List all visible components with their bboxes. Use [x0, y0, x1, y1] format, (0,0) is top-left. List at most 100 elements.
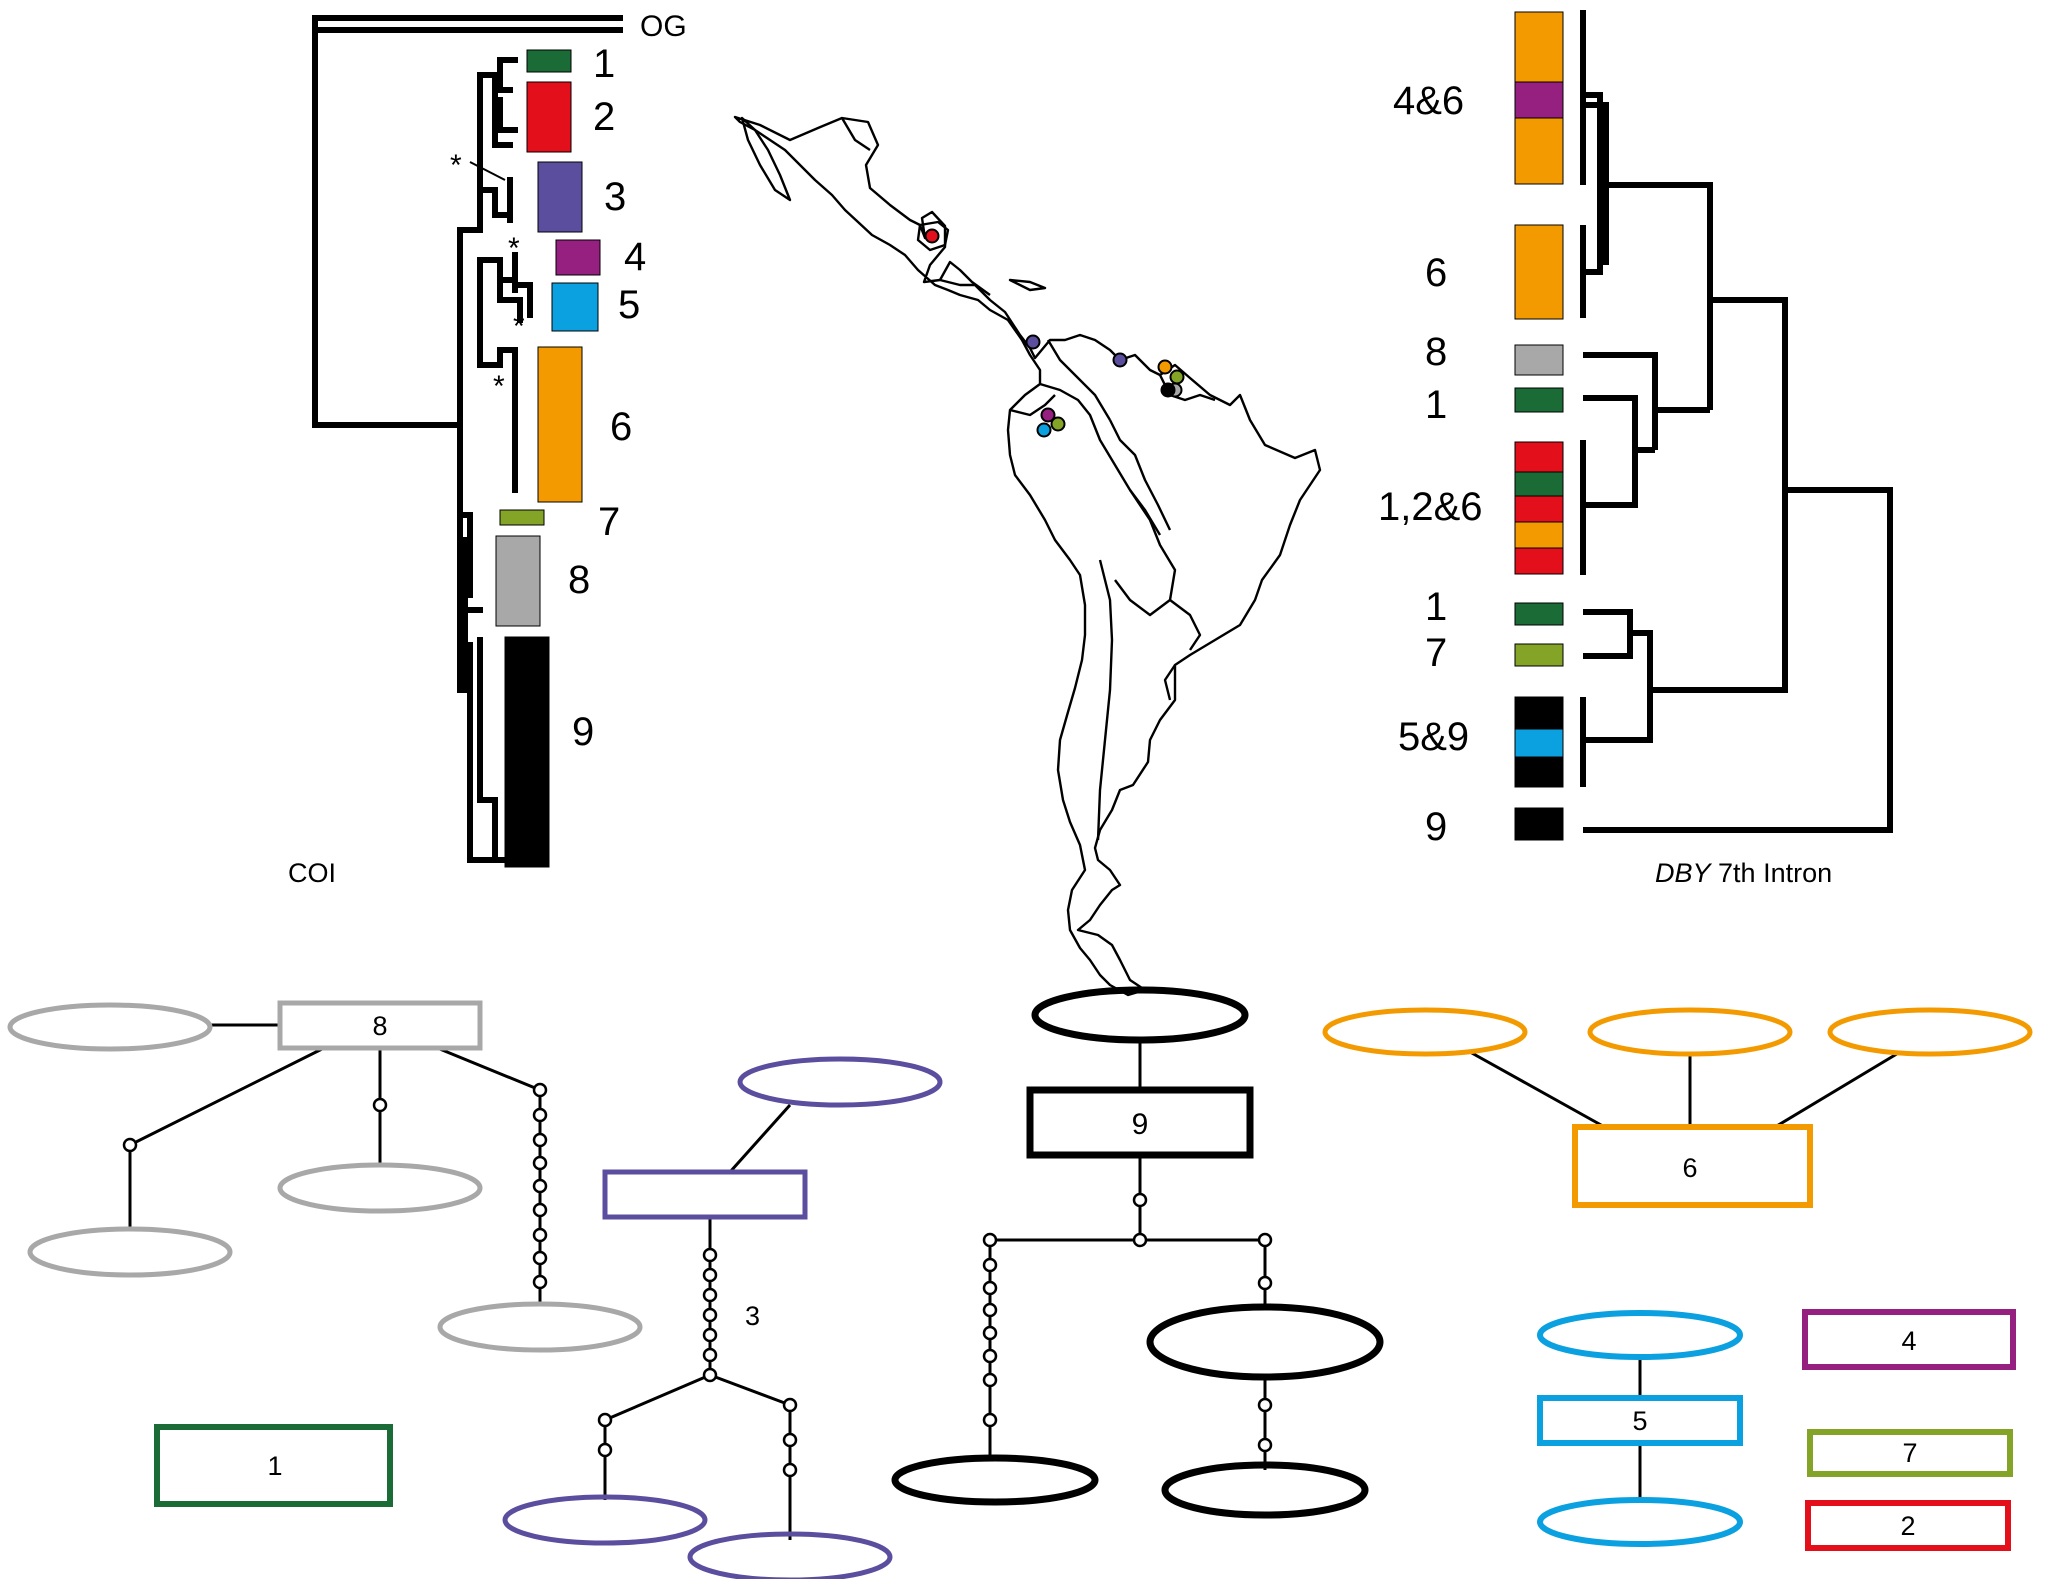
dby-label-7: 7 [1425, 631, 1447, 675]
clade6-stem [477, 257, 518, 368]
dby-box-7 [1514, 643, 1564, 667]
dby-node-1-126 [1583, 395, 1638, 508]
net3-edge-5 [709, 1373, 791, 1407]
network-clade4: 4 [1802, 1309, 2016, 1370]
net3-node [702, 1367, 718, 1383]
site-clade4 [1040, 407, 1056, 423]
dby-title-gene: DBY [1655, 858, 1713, 888]
dby-box-4and6-b [1514, 81, 1564, 119]
net3-edge-1 [728, 1103, 792, 1174]
net9-haplotype-d [1161, 1461, 1369, 1519]
net9-node [1257, 1275, 1273, 1291]
net9-node [982, 1348, 998, 1364]
dby-box-1-b [1514, 602, 1564, 626]
clade1-stem [477, 57, 503, 78]
clade2-stem [492, 72, 513, 148]
network-clade1: 1 [154, 1424, 393, 1507]
net6-label: 6 [1682, 1153, 1697, 1183]
net8-edge-5 [429, 1043, 541, 1092]
net9-node [1257, 1397, 1273, 1413]
dby-box-59-a [1514, 696, 1564, 730]
dby-box-126-a [1514, 441, 1564, 473]
border-mx-us [840, 117, 871, 151]
asterisk-clade3: * [450, 149, 462, 182]
net3-haplotype-b [502, 1494, 708, 1546]
dby-node-upper-join [1710, 297, 1788, 490]
dby-label-8: 8 [1425, 330, 1447, 374]
net1-label: 1 [267, 1451, 282, 1481]
net9-label: 9 [1132, 1108, 1149, 1141]
coi-label-4: 4 [624, 235, 646, 279]
dby-box-126-d [1514, 521, 1564, 549]
clade7-stem [457, 512, 473, 533]
net8-node [532, 1155, 548, 1171]
coi-box-clade1 [526, 49, 572, 73]
net2-haplotype [1805, 1500, 2011, 1551]
net9-node [1257, 1232, 1273, 1248]
dby-node-1-7 [1583, 609, 1633, 659]
net3-edge-3 [604, 1373, 711, 1422]
dby-box-126-c [1514, 495, 1564, 523]
net7-label: 7 [1902, 1438, 1917, 1468]
net2-label: 2 [1900, 1511, 1915, 1541]
border-central [938, 260, 991, 296]
site-clade3-panama [1025, 334, 1041, 350]
net3-central-haplotype [602, 1169, 808, 1220]
coi-label-2: 2 [593, 95, 615, 139]
net1-haplotype [154, 1424, 393, 1507]
net5-haplotype-a [1537, 1310, 1743, 1360]
dby-node-lower [1650, 490, 1788, 693]
net8-node [122, 1137, 138, 1153]
coi-label-3: 3 [604, 175, 626, 219]
net5-haplotype-b [1537, 1497, 1743, 1547]
coi-label-9: 9 [572, 710, 594, 754]
net9-node [1132, 1232, 1148, 1248]
net9-node [982, 1412, 998, 1428]
net9-haplotype-b [1146, 1303, 1384, 1381]
coi-box-clade3 [537, 161, 583, 233]
net8-node [532, 1178, 548, 1194]
border-ecuador [1009, 394, 1056, 417]
net3-haplotype-c [687, 1531, 893, 1579]
network-clade8: 8 [7, 1000, 643, 1353]
net6-haplotype-b [1587, 1007, 1793, 1057]
dby-label-126: 1,2&6 [1378, 485, 1483, 529]
net3-node [597, 1412, 613, 1428]
net8-node [532, 1250, 548, 1266]
clade9-tip-a [467, 642, 508, 863]
dby-title-rest: 7th Intron [1711, 858, 1833, 888]
latin-america-map [733, 115, 1322, 997]
net3-node [702, 1347, 718, 1363]
border-peru-bolivia [1039, 382, 1162, 536]
dby-node-17-59 [1583, 630, 1653, 743]
dby-box-126-e [1514, 547, 1564, 575]
dby-node-inner [1583, 102, 1609, 265]
network-clade3: 3 [502, 1056, 943, 1579]
net8-node [532, 1107, 548, 1123]
net8-node [532, 1132, 548, 1148]
net9-node [982, 1372, 998, 1388]
site-clade7-guiana [1169, 369, 1185, 385]
map-sample-sites [924, 228, 1185, 438]
coi-box-clade8 [495, 535, 541, 627]
dby-box-9 [1514, 807, 1564, 841]
net9-node [1257, 1437, 1273, 1453]
net9-haplotype-c [891, 1454, 1099, 1506]
dby-label-6: 6 [1425, 251, 1447, 295]
net6-haplotype-c [1827, 1007, 2033, 1057]
dby-title: DBY 7th Intron [1655, 858, 1832, 888]
dby-box-59-b [1514, 728, 1564, 758]
net9-node [982, 1257, 998, 1273]
net8-label: 8 [372, 1011, 387, 1041]
network-clade7: 7 [1807, 1429, 2013, 1477]
clade2-tip-b [497, 97, 518, 133]
net9-node [1132, 1192, 1148, 1208]
border-uruguay [1163, 664, 1176, 701]
net4-haplotype [1802, 1309, 2016, 1370]
site-clade6 [1157, 359, 1173, 375]
outgroup-label: OG [640, 10, 687, 43]
net3-label: 3 [745, 1301, 760, 1331]
clade5-stem [497, 277, 523, 323]
